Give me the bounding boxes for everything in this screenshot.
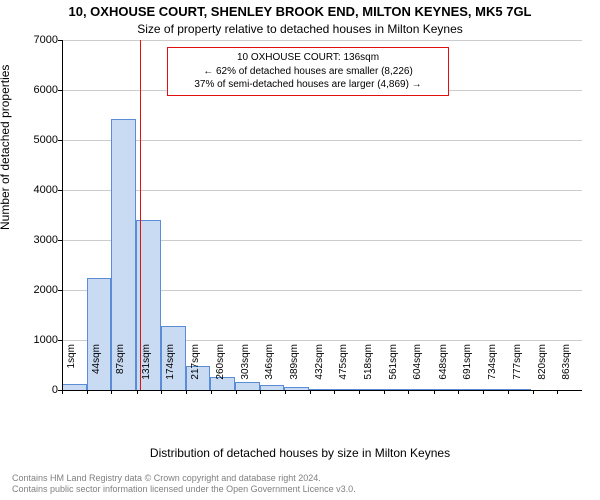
x-tick-mark xyxy=(87,390,88,394)
y-tick-label: 2000 xyxy=(18,284,58,296)
x-tick-label: 734sqm xyxy=(487,344,498,394)
y-tick-label: 6000 xyxy=(18,84,58,96)
x-tick-mark xyxy=(359,390,360,394)
chart-title: 10, OXHOUSE COURT, SHENLEY BROOK END, MI… xyxy=(0,4,600,19)
x-axis-label: Distribution of detached houses by size … xyxy=(0,446,600,460)
y-tick-label: 4000 xyxy=(18,184,58,196)
x-tick-label: 777sqm xyxy=(512,344,523,394)
footer-attribution: Contains HM Land Registry data © Crown c… xyxy=(12,473,356,496)
annotation-box: 10 OXHOUSE COURT: 136sqm← 62% of detache… xyxy=(167,47,449,96)
y-tick-mark xyxy=(58,340,62,341)
x-tick-mark xyxy=(334,390,335,394)
x-tick-label: 518sqm xyxy=(363,344,374,394)
x-tick-mark xyxy=(236,390,237,394)
x-tick-label: 260sqm xyxy=(215,344,226,394)
x-tick-label: 44sqm xyxy=(91,344,102,394)
x-tick-mark xyxy=(483,390,484,394)
x-tick-mark xyxy=(310,390,311,394)
x-tick-label: 217sqm xyxy=(190,344,201,394)
x-tick-mark xyxy=(211,390,212,394)
y-tick-mark xyxy=(58,90,62,91)
x-tick-mark xyxy=(260,390,261,394)
x-tick-mark xyxy=(285,390,286,394)
x-tick-mark xyxy=(137,390,138,394)
x-tick-mark xyxy=(434,390,435,394)
footer-line1: Contains HM Land Registry data © Crown c… xyxy=(12,473,356,485)
x-tick-label: 604sqm xyxy=(412,344,423,394)
x-tick-label: 648sqm xyxy=(438,344,449,394)
y-tick-label: 0 xyxy=(18,384,58,396)
x-tick-mark xyxy=(533,390,534,394)
x-tick-mark xyxy=(384,390,385,394)
y-tick-mark xyxy=(58,290,62,291)
annotation-line2: ← 62% of detached houses are smaller (8,… xyxy=(174,65,442,79)
y-tick-label: 5000 xyxy=(18,134,58,146)
y-tick-mark xyxy=(58,190,62,191)
annotation-line3: 37% of semi-detached houses are larger (… xyxy=(174,78,442,92)
y-axis-label: Number of detached properties xyxy=(0,65,12,230)
x-tick-label: 863sqm xyxy=(561,344,572,394)
y-tick-label: 1000 xyxy=(18,334,58,346)
x-tick-mark xyxy=(161,390,162,394)
x-tick-label: 691sqm xyxy=(462,344,473,394)
y-tick-mark xyxy=(58,240,62,241)
y-axis-line xyxy=(62,40,63,390)
x-tick-label: 131sqm xyxy=(141,344,152,394)
y-tick-mark xyxy=(58,140,62,141)
chart-subtitle: Size of property relative to detached ho… xyxy=(0,22,600,36)
x-tick-mark xyxy=(508,390,509,394)
x-tick-mark xyxy=(458,390,459,394)
x-tick-label: 346sqm xyxy=(264,344,275,394)
chart-container: 10, OXHOUSE COURT, SHENLEY BROOK END, MI… xyxy=(0,0,600,500)
x-tick-mark xyxy=(408,390,409,394)
plot-area: 10 OXHOUSE COURT: 136sqm← 62% of detache… xyxy=(62,40,582,390)
x-tick-label: 389sqm xyxy=(289,344,300,394)
y-tick-label: 7000 xyxy=(18,34,58,46)
x-tick-label: 561sqm xyxy=(388,344,399,394)
x-tick-label: 1sqm xyxy=(66,344,77,394)
x-tick-label: 820sqm xyxy=(537,344,548,394)
x-tick-label: 303sqm xyxy=(240,344,251,394)
x-tick-label: 174sqm xyxy=(165,344,176,394)
x-tick-mark xyxy=(557,390,558,394)
x-tick-mark xyxy=(62,390,63,394)
x-tick-label: 432sqm xyxy=(314,344,325,394)
annotation-line1: 10 OXHOUSE COURT: 136sqm xyxy=(174,51,442,65)
x-tick-label: 87sqm xyxy=(115,344,126,394)
y-tick-mark xyxy=(58,40,62,41)
footer-line2: Contains public sector information licen… xyxy=(12,484,356,496)
x-tick-mark xyxy=(186,390,187,394)
x-tick-label: 475sqm xyxy=(338,344,349,394)
property-marker-line xyxy=(140,40,141,390)
x-tick-mark xyxy=(111,390,112,394)
y-tick-label: 3000 xyxy=(18,234,58,246)
